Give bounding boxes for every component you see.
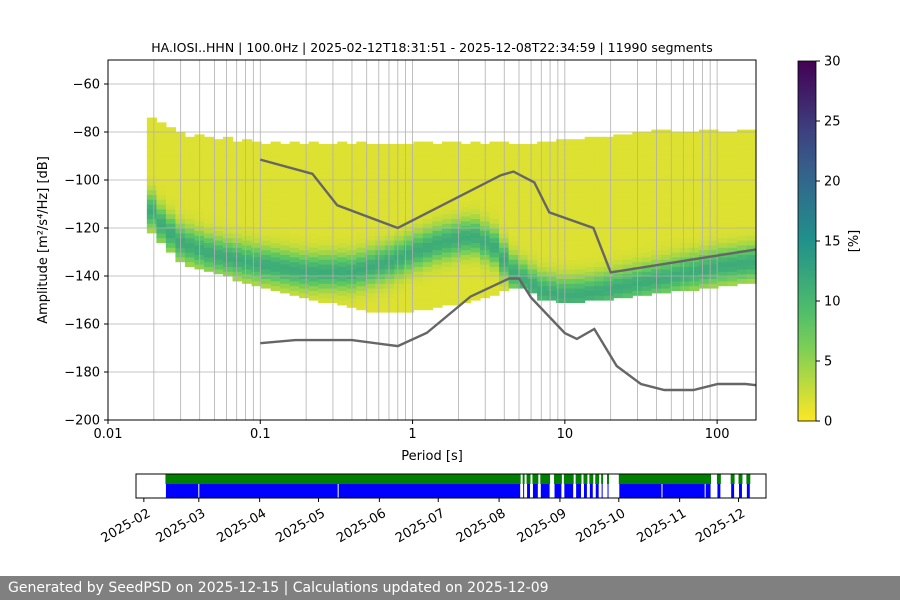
availability-bar: [165, 474, 521, 484]
nlnm-curve: [260, 277, 756, 392]
psd-bar: [705, 484, 711, 498]
psd-bar: [731, 484, 735, 498]
colorbar-tick-label: 5: [824, 355, 832, 370]
x-tick-label: 1: [408, 427, 416, 442]
x-tick-label: 0.01: [94, 427, 123, 442]
psd-bar: [165, 484, 199, 498]
x-tick-label: 100: [705, 427, 730, 442]
availability-bar: [595, 474, 600, 484]
colorbar-tick-label: 15: [824, 235, 841, 250]
colorbar-tick-label: 30: [824, 55, 841, 70]
x-axis-label: Period [s]: [401, 449, 463, 464]
psd-bar: [601, 484, 603, 498]
psd-bar: [523, 484, 525, 498]
availability-bar: [522, 474, 525, 484]
timeline-date-label: 2025-03: [154, 506, 209, 546]
colorbar-label: [%]: [847, 230, 862, 253]
timeline-date-label: 2025-04: [214, 506, 269, 546]
plot-frame: [107, 59, 757, 421]
colorbar: 0 5 10 15 20 25 30: [797, 55, 841, 430]
availability-bar: [716, 474, 721, 484]
y-tick-label: −80: [73, 126, 100, 141]
timeline-date-label: 2025-09: [515, 506, 570, 546]
availability-bar: [540, 474, 551, 484]
psd-density-field: [146, 117, 757, 313]
timeline-date-label: 2025-11: [634, 506, 689, 546]
timeline-date-label: 2025-08: [454, 506, 509, 546]
psd-bar: [564, 484, 574, 498]
y-tick-label: −200: [64, 414, 100, 429]
timeline-date-label: 2025-12: [693, 506, 748, 546]
psd-bar: [199, 484, 338, 498]
y-tick-label: −180: [64, 366, 100, 381]
y-tick-label: −120: [64, 222, 100, 237]
psd-bar: [595, 484, 599, 498]
psd-bar: [619, 484, 662, 498]
psd-bar: [589, 484, 593, 498]
psd-bar: [554, 484, 562, 498]
colorbar-gradient: [797, 60, 817, 422]
y-tick-label: −100: [64, 174, 100, 189]
psd-bar: [607, 484, 609, 498]
psd-bar: [662, 484, 705, 498]
timeline-panel: 2025-02 2025-03 2025-04 2025-05 2025-06 2025-…: [99, 473, 767, 546]
psd-bar: [527, 484, 530, 498]
availability-bar: [618, 474, 712, 484]
timeline-date-label: 2025-05: [273, 506, 328, 546]
grid-lines: [107, 60, 756, 421]
chart-title: HA.IOSI..HHN | 100.0Hz | 2025-02-12T18:3…: [151, 40, 713, 55]
availability-bar: [532, 474, 539, 484]
availability-bar: [601, 474, 604, 484]
noise-models: [259, 158, 756, 392]
timeline-date-label: 2025-10: [574, 506, 629, 546]
colorbar-tick-label: 0: [824, 415, 832, 430]
nhnm-curve: [259, 158, 756, 274]
colorbar-tick-label: 10: [824, 295, 841, 310]
y-tick-label: −60: [73, 78, 100, 93]
colorbar-tick-label: 25: [824, 115, 841, 130]
availability-bar: [746, 474, 751, 484]
psd-bar: [532, 484, 538, 498]
psd-bar: [540, 484, 550, 498]
psd-plot-area: 0.01 0.1 1 10 100 −200 −180 −160 −140 −120 −100 −80…: [64, 59, 757, 442]
colorbar-tick-label: 20: [824, 175, 841, 190]
psd-bar: [746, 484, 750, 498]
x-tick-label: 0.1: [250, 427, 271, 442]
psd-bar: [717, 484, 721, 498]
availability-bar: [526, 474, 531, 484]
psd-bar: [739, 484, 742, 498]
availability-bar: [589, 474, 594, 484]
timeline-frame: [135, 473, 767, 499]
footer: Generated by SeedPSD on 2025-12-15 | Cal…: [0, 576, 900, 600]
y-tick-label: −140: [64, 270, 100, 285]
availability-bar: [554, 474, 562, 484]
availability-bar: [730, 474, 735, 484]
timeline-date-label: 2025-06: [334, 506, 389, 546]
psd-bar: [338, 484, 521, 498]
y-tick-label: −160: [64, 318, 100, 333]
availability-bar: [583, 474, 588, 484]
availability-bar: [607, 474, 609, 484]
availability-bar: [575, 474, 582, 484]
y-axis-label: Amplitude [m²/s⁴/Hz] [dB]: [36, 156, 51, 324]
x-tick-label: 10: [557, 427, 574, 442]
timeline-date-label: 2025-07: [393, 506, 448, 546]
timeline-date-label: 2025-02: [99, 506, 154, 546]
psd-bar: [583, 484, 587, 498]
psd-bar: [576, 484, 582, 498]
availability-bar: [563, 474, 574, 484]
availability-bar: [738, 474, 743, 484]
